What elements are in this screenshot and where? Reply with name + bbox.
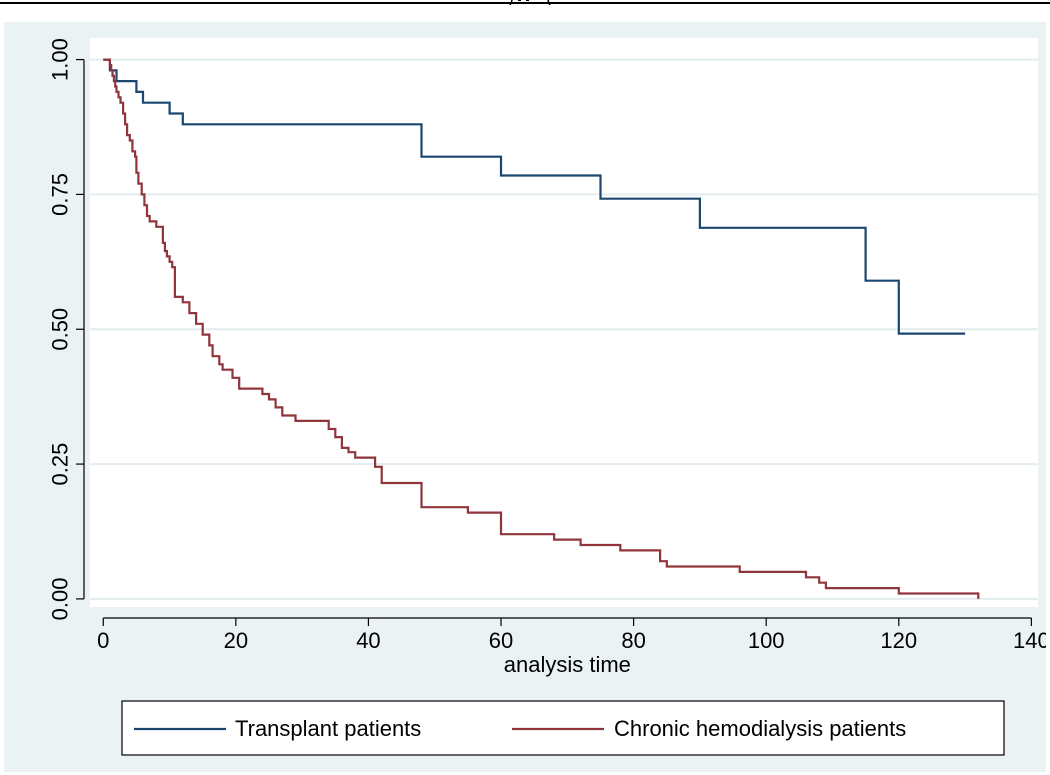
legend-label-0: Transplant patients — [235, 716, 421, 741]
cropped-caption-glyphs — [509, 0, 551, 5]
top-rule — [0, 2, 1050, 4]
x-tick-label-3: 60 — [489, 628, 513, 653]
x-tick-label-6: 120 — [880, 628, 917, 653]
legend: Transplant patients Chronic hemodialysis … — [121, 700, 1005, 756]
x-tick-label-5: 100 — [748, 628, 785, 653]
legend-box — [121, 700, 1005, 756]
x-tick-label-1: 20 — [224, 628, 248, 653]
x-tick-label-0: 0 — [97, 628, 109, 653]
y-tick-label-3: 0.75 — [48, 173, 73, 216]
axes: 0.00 0.25 0.50 0.75 1.00 0 20 40 60 80 100 120 140 — [48, 38, 1046, 653]
grid-lines — [90, 58, 1038, 600]
series-layer — [103, 58, 980, 599]
x-axis-label: analysis time — [504, 652, 631, 677]
y-tick-label-0: 0.00 — [48, 577, 73, 620]
y-tick-label-2: 0.50 — [48, 308, 73, 351]
cropped-caption-fragment — [470, 0, 590, 5]
y-tick-label-1: 0.25 — [48, 443, 73, 486]
x-tick-label-7: 140 — [1013, 628, 1046, 653]
legend-label-1: Chronic hemodialysis patients — [614, 716, 906, 741]
x-tick-label-2: 40 — [356, 628, 380, 653]
survival-chart: 0.00 0.25 0.50 0.75 1.00 0 20 40 60 80 100 120 140 a… — [48, 38, 1046, 756]
x-tick-label-4: 80 — [621, 628, 645, 653]
y-tick-label-4: 1.00 — [48, 38, 73, 81]
series-line-hemodialysis — [103, 58, 980, 599]
plot-area — [90, 38, 1038, 607]
series-line-transplant — [103, 58, 966, 335]
